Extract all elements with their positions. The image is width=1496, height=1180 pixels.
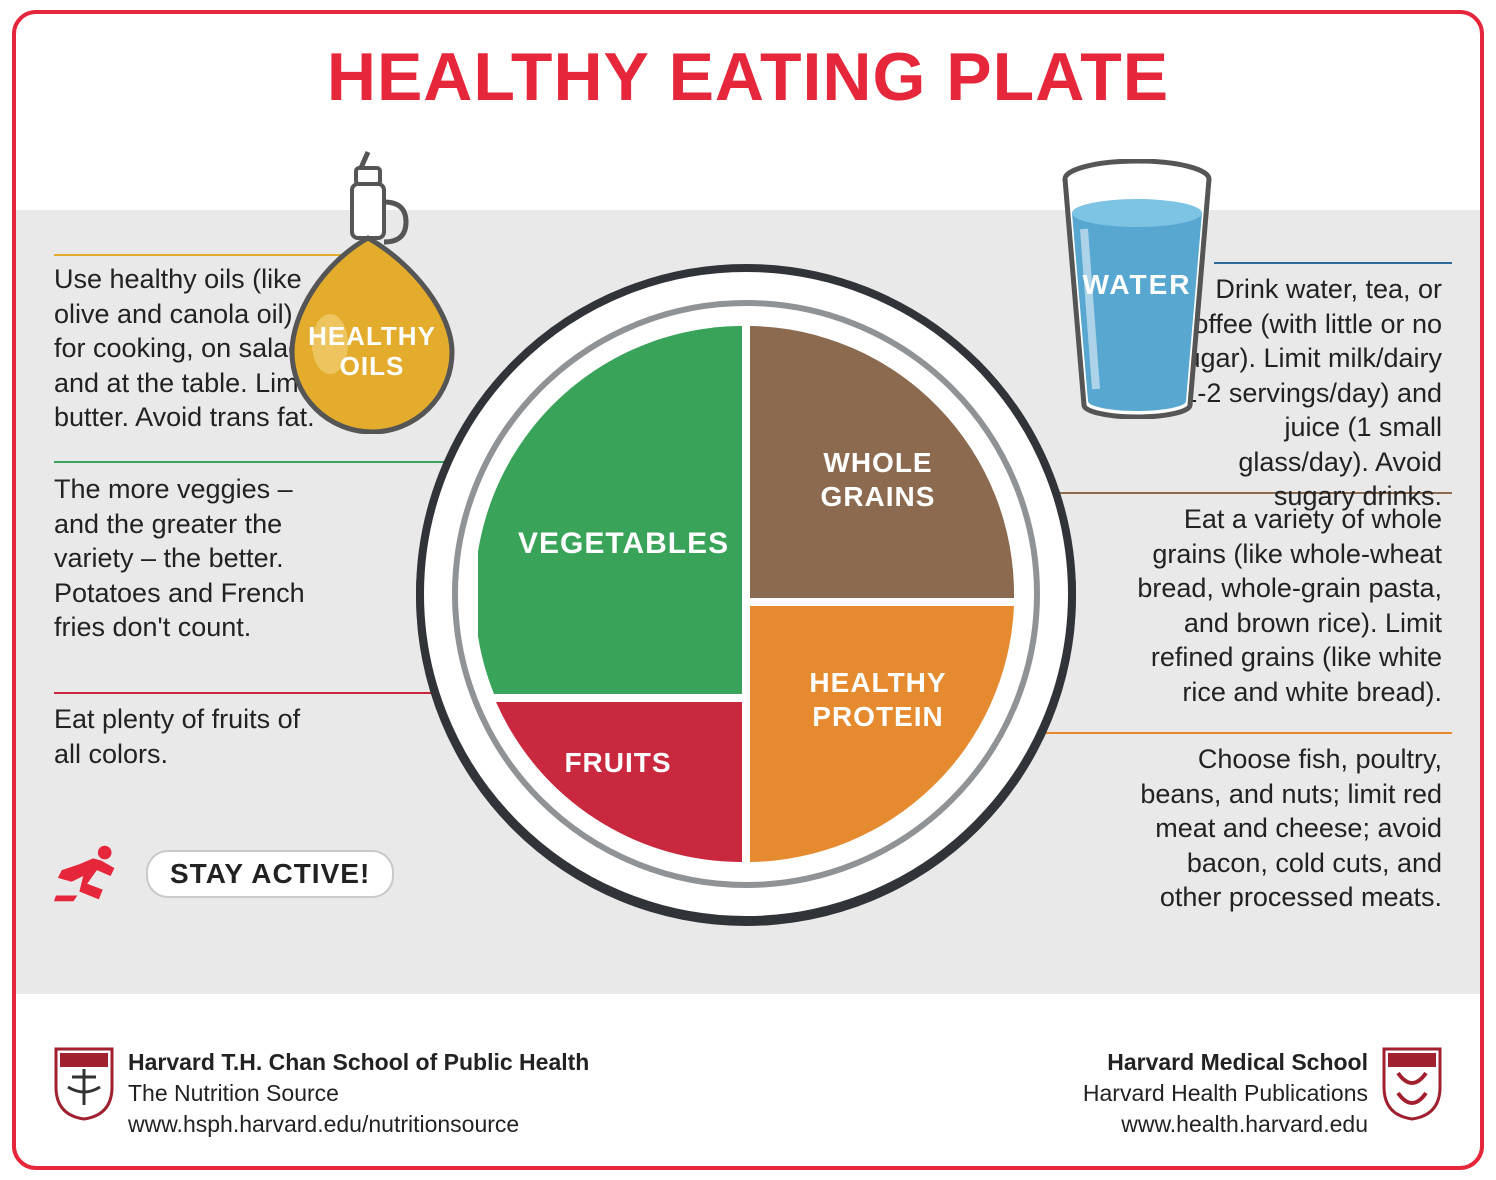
plate-segments-svg bbox=[478, 326, 1014, 862]
label-fruits: FRUITS bbox=[538, 746, 698, 780]
label-water: WATER bbox=[1052, 269, 1222, 301]
seg-fruits bbox=[496, 702, 742, 862]
credit-left-line2: The Nutrition Source bbox=[128, 1078, 589, 1109]
rule-water bbox=[1214, 262, 1452, 264]
label-protein: HEALTHYPROTEIN bbox=[778, 666, 978, 733]
water-glass: WATER bbox=[1052, 159, 1222, 419]
plate: VEGETABLES FRUITS WHOLEGRAINS HEALTHYPRO… bbox=[416, 264, 1076, 924]
seg-vegetables bbox=[478, 326, 742, 694]
plate-segments: VEGETABLES FRUITS WHOLEGRAINS HEALTHYPRO… bbox=[478, 326, 1014, 862]
desc-protein: Choose fish, poultry, beans, and nuts; l… bbox=[1122, 742, 1442, 915]
credit-left: Harvard T.H. Chan School of Public Healt… bbox=[54, 1047, 589, 1140]
credit-right-line3: www.health.harvard.edu bbox=[1083, 1109, 1368, 1140]
oil-bottle-icon bbox=[282, 144, 462, 434]
footer-credits: Harvard T.H. Chan School of Public Healt… bbox=[54, 1047, 1442, 1140]
page-title: HEALTHY EATING PLATE bbox=[16, 38, 1480, 116]
desc-grains: Eat a variety of whole grains (like whol… bbox=[1132, 502, 1442, 709]
credit-right: Harvard Medical School Harvard Health Pu… bbox=[1083, 1047, 1442, 1140]
oil-bottle: HEALTHYOILS bbox=[282, 144, 462, 434]
label-grains: WHOLEGRAINS bbox=[778, 446, 978, 513]
harvard-med-shield-icon bbox=[1382, 1047, 1442, 1121]
desc-veg: The more veggies – and the greater the v… bbox=[54, 472, 314, 645]
label-vegetables: VEGETABLES bbox=[518, 526, 718, 562]
seg-protein bbox=[750, 606, 1014, 862]
harvard-shield-icon bbox=[54, 1047, 114, 1121]
credit-left-line3: www.hsph.harvard.edu/nutritionsource bbox=[128, 1109, 589, 1140]
credit-right-line2: Harvard Health Publications bbox=[1083, 1078, 1368, 1109]
credit-right-line1: Harvard Medical School bbox=[1083, 1047, 1368, 1078]
stay-active-badge: STAY ACTIVE! bbox=[54, 844, 394, 904]
desc-fruits: Eat plenty of fruits of all colors. bbox=[54, 702, 314, 771]
credit-left-line1: Harvard T.H. Chan School of Public Healt… bbox=[128, 1047, 589, 1078]
runner-icon bbox=[54, 844, 132, 904]
label-healthy-oils: HEALTHYOILS bbox=[282, 322, 462, 382]
infographic-frame: HEALTHY EATING PLATE Use healthy oils (l… bbox=[12, 10, 1484, 1170]
stay-active-text: STAY ACTIVE! bbox=[146, 850, 394, 898]
